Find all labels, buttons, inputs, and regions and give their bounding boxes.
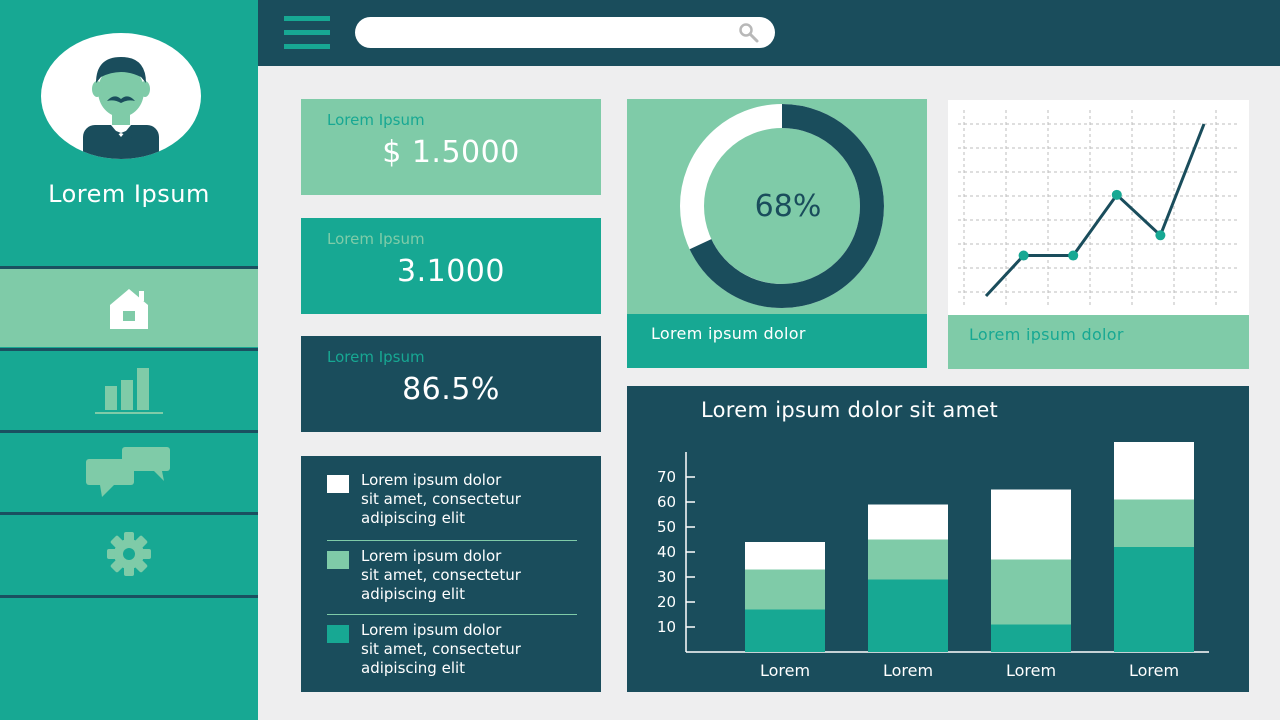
y-tick-label: 50 (657, 518, 676, 536)
donut-footer: Lorem ipsum dolor (627, 314, 927, 368)
bar-segment (868, 579, 948, 652)
line-point (1018, 250, 1029, 261)
stat-card-label: Lorem Ipsum (327, 230, 425, 248)
bar-chart: 10 20 30 40 50 60 70 Lorem Lorem Lorem Lorem (657, 442, 1209, 680)
line-chart-footer: Lorem ipsum dolor (948, 315, 1249, 369)
sidebar-divider (0, 595, 258, 598)
sidebar-item-home[interactable] (0, 266, 258, 347)
legend-text: Lorem ipsum dolor sit amet, consectetur ad… (361, 547, 521, 603)
bar-segment (1114, 547, 1194, 652)
x-tick-label: Lorem (1129, 661, 1179, 680)
bar-segment (1114, 442, 1194, 500)
donut-value-label: 68% (755, 189, 822, 224)
bar-segment (868, 539, 948, 580)
legend-divider (327, 540, 577, 541)
sidebar-item-messages[interactable] (0, 430, 258, 511)
legend-swatch (327, 625, 349, 643)
avatar[interactable] (41, 33, 201, 159)
x-tick-label: Lorem (760, 661, 810, 680)
stat-card-value: 86.5% (402, 372, 500, 407)
legend-text: Lorem ipsum dolor sit amet, consectetur ad… (361, 621, 521, 677)
donut-chart: 68% (680, 104, 884, 308)
bar-segment (1114, 499, 1194, 547)
chat-bubbles-icon (0, 433, 258, 511)
sidebar-item-analytics[interactable] (0, 348, 258, 429)
line-chart-footer-label: Lorem ipsum dolor (969, 325, 1124, 344)
stat-card-label: Lorem Ipsum (327, 111, 425, 129)
legend-text: Lorem ipsum dolor sit amet, consectetur ad… (361, 471, 521, 527)
hamburger-icon-line (284, 30, 330, 35)
bar-segment (745, 569, 825, 610)
stat-card-percentage[interactable]: Lorem Ipsum 86.5% (301, 336, 601, 432)
bar-segment (745, 542, 825, 570)
menu-button[interactable] (284, 16, 330, 50)
hamburger-icon-line (284, 44, 330, 49)
legend-divider (327, 614, 577, 615)
hamburger-icon-line (284, 16, 330, 21)
stat-card-label: Lorem Ipsum (327, 348, 425, 366)
line-series (984, 123, 1206, 298)
bar-chart-panel[interactable]: 10 20 30 40 50 60 70 Lorem Lorem Lorem Lorem Lorem… (627, 386, 1249, 692)
donut-footer-label: Lorem ipsum dolor (651, 324, 806, 343)
stat-card-value: $ 1.5000 (382, 135, 520, 170)
stat-card-count[interactable]: Lorem Ipsum 3.1000 (301, 218, 601, 314)
search-icon[interactable] (738, 22, 760, 44)
stat-card-value: 3.1000 (397, 254, 505, 289)
bar-segment (868, 504, 948, 540)
line-point (1155, 230, 1166, 241)
x-tick-label: Lorem (883, 661, 933, 680)
home-icon (0, 269, 258, 347)
stat-card-revenue[interactable]: Lorem Ipsum $ 1.5000 (301, 99, 601, 195)
legend-swatch (327, 551, 349, 569)
bar-segment (991, 559, 1071, 625)
bar-chart-title: Lorem ipsum dolor sit amet (701, 398, 999, 422)
y-tick-label: 10 (657, 618, 676, 636)
bar-segment (991, 624, 1071, 652)
user-avatar-icon (83, 57, 159, 159)
line-point (1068, 250, 1079, 261)
y-tick-label: 40 (657, 543, 676, 561)
search-input[interactable] (355, 17, 775, 48)
legend-panel: Lorem ipsum dolor sit amet, consectetur ad… (301, 456, 601, 692)
bar-segment (745, 609, 825, 652)
bar-chart-icon (0, 351, 258, 429)
sidebar-item-settings[interactable] (0, 512, 258, 593)
line-point (1111, 189, 1122, 200)
y-tick-label: 20 (657, 593, 676, 611)
gear-icon (0, 515, 258, 593)
donut-progress-arc (680, 104, 884, 308)
x-tick-label: Lorem (1006, 661, 1056, 680)
y-tick-label: 30 (657, 568, 676, 586)
bar-segment (991, 489, 1071, 560)
profile-name: Lorem Ipsum (48, 180, 210, 208)
legend-swatch (327, 475, 349, 493)
y-tick-label: 60 (657, 493, 676, 511)
line-chart (958, 110, 1238, 305)
y-tick-label: 70 (657, 468, 676, 486)
